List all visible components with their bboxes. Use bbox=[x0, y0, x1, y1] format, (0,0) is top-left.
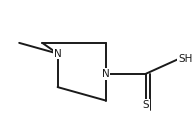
Text: N: N bbox=[102, 69, 110, 79]
Text: N: N bbox=[54, 49, 61, 59]
Text: SH: SH bbox=[178, 54, 192, 64]
Text: S: S bbox=[143, 100, 149, 110]
